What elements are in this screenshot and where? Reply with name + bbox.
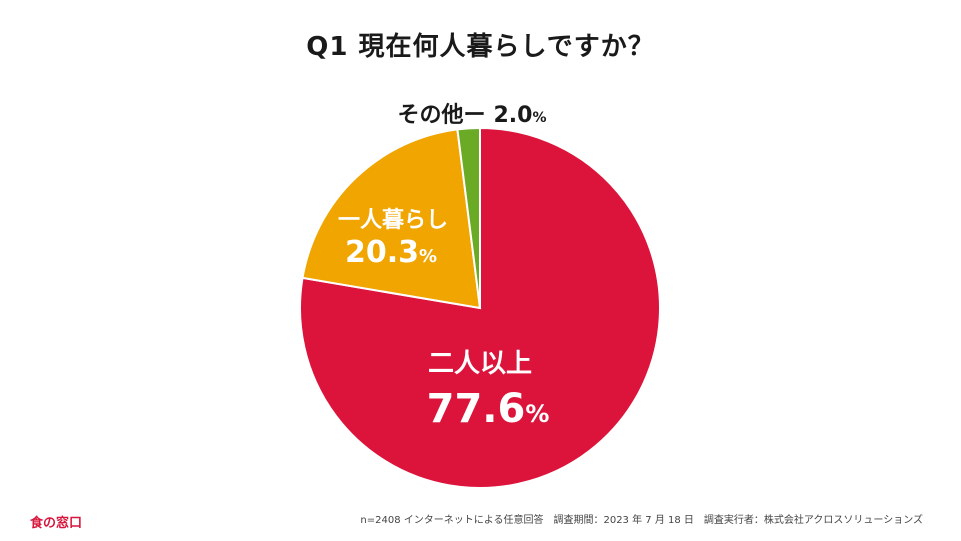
- slice-value-living-alone: 20.3%: [345, 235, 437, 270]
- chart-title: Q1 現在何人暮らしですか？: [306, 32, 655, 62]
- pie-slice-other: [456, 126, 481, 309]
- slice-value-unit: %: [525, 400, 549, 428]
- slice-value-number: 20.3: [345, 235, 419, 270]
- slice-value-number: 77.6: [427, 386, 526, 432]
- slice-label-text: その他ー: [397, 103, 485, 128]
- pie-labels: 二人以上 77.6% 一人暮らし 20.3% その他ー 2.0%: [338, 103, 549, 432]
- slice-label-living-alone: 一人暮らし: [338, 208, 448, 233]
- slice-value-two-or-more: 77.6%: [427, 386, 550, 432]
- pie-slice-living-alone: [301, 128, 482, 310]
- slice-value-unit: %: [419, 246, 437, 267]
- slice-value-number: 2.0: [494, 103, 533, 128]
- pie-slices: [299, 126, 661, 489]
- slice-label-other: その他ー 2.0%: [397, 103, 546, 128]
- slice-label-two-or-more: 二人以上: [428, 349, 532, 379]
- survey-footnote: n=2408 インターネットによる任意回答 調査期間：2023 年 7 月 18…: [360, 515, 923, 526]
- slice-value-unit: %: [532, 110, 546, 126]
- brand-logo: 食の窓口: [30, 516, 83, 531]
- pie-slice-two-or-more: [299, 126, 661, 489]
